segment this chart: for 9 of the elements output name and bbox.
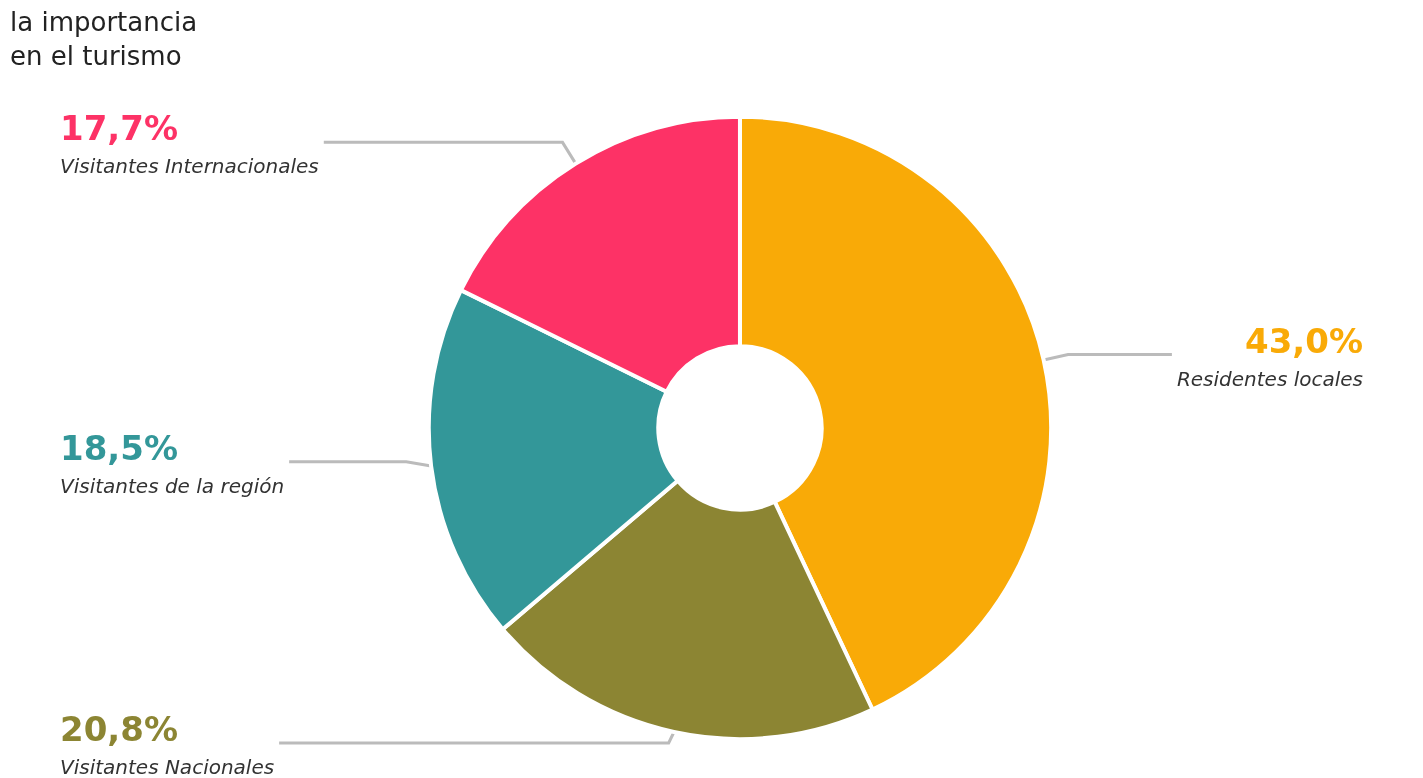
data-label: 43,0% [1245, 320, 1363, 361]
data-label: 20,8% [60, 709, 178, 749]
data-label: 18,5% [60, 427, 178, 468]
slice-label: Visitantes de la región [60, 473, 285, 498]
data-label: 17,7% [60, 108, 178, 149]
slice-label: Residentes locales [1176, 366, 1363, 391]
slice-label: Visitantes Nacionales [60, 755, 275, 778]
text: la importancia en el turismo [10, 7, 198, 71]
slice-label: Visitantes Internacionales [60, 154, 319, 179]
